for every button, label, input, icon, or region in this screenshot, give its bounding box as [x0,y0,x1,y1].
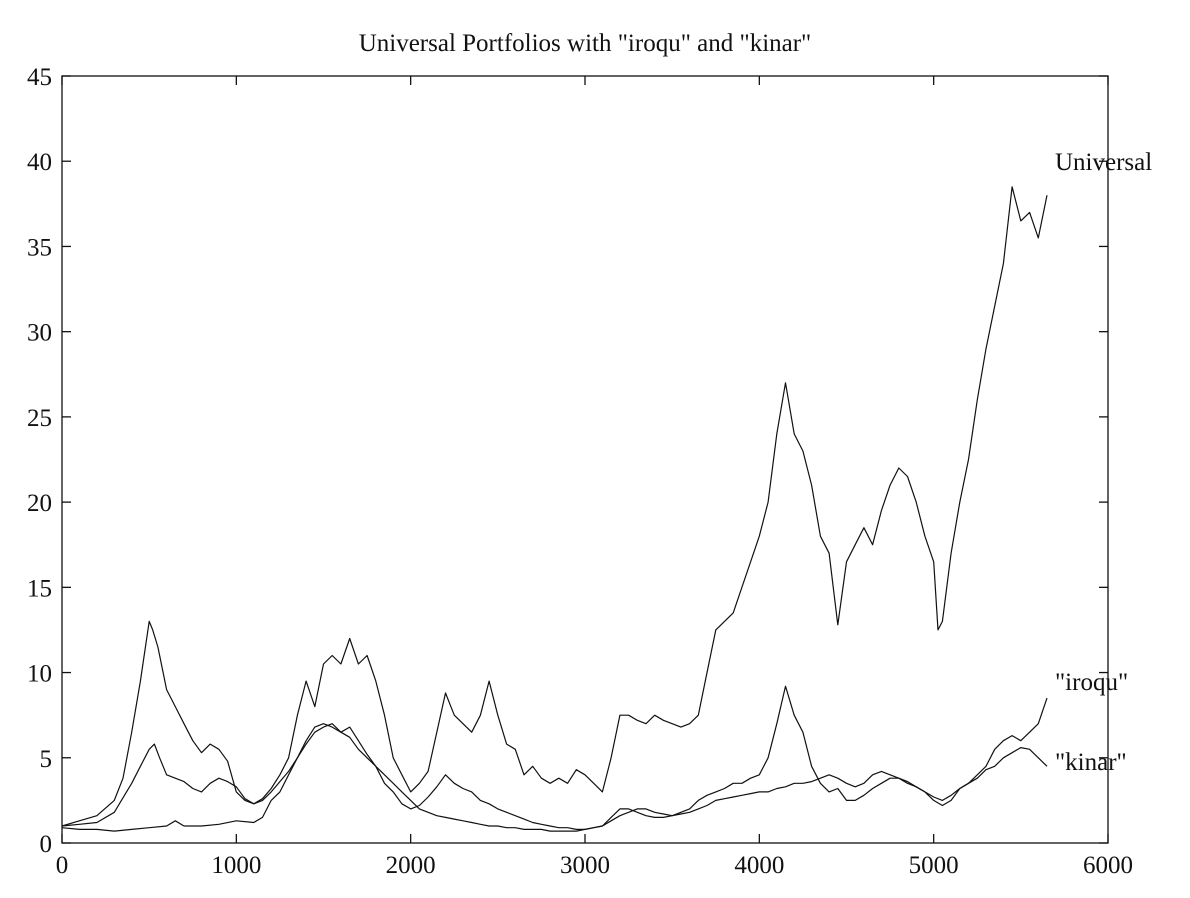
plot-area [61,75,1109,844]
y-tick-label: 45 [27,64,52,91]
y-tick-label: 0 [40,831,53,858]
series-label-2: "kinar" [1055,749,1127,776]
series-line-0 [61,186,1048,827]
y-tick-label: 35 [27,234,52,261]
x-tick-label: 0 [56,852,69,879]
y-axis: 0 5 10 15 20 25 30 35 40 45 [27,64,1108,858]
y-tick-label: 25 [27,405,52,432]
y-tick-label: 10 [27,661,52,688]
x-tick-label: 3000 [560,852,610,879]
axes-frame [61,75,1109,844]
series-line-2 [61,723,1048,832]
y-tick-label: 30 [27,320,52,347]
series-group [61,186,1048,832]
x-tick-label: 4000 [734,852,784,879]
y-tick-label: 5 [40,746,53,773]
series-line-1 [61,685,1048,831]
y-tick-label: 40 [27,149,52,176]
y-tick-label: 20 [27,490,52,517]
series-labels: Universal "iroqu" "kinar" [1055,149,1152,776]
series-label-0: Universal [1055,149,1152,176]
chart-title: Universal Portfolios with "iroqu" and "k… [359,30,812,57]
y-tick-label: 15 [27,575,52,602]
x-tick-label: 2000 [386,852,436,879]
x-tick-label: 1000 [211,852,261,879]
x-tick-label: 5000 [909,852,959,879]
x-axis: 0 1000 2000 3000 4000 5000 6000 [56,76,1133,879]
series-label-1: "iroqu" [1055,669,1128,696]
x-tick-label: 6000 [1083,852,1133,879]
